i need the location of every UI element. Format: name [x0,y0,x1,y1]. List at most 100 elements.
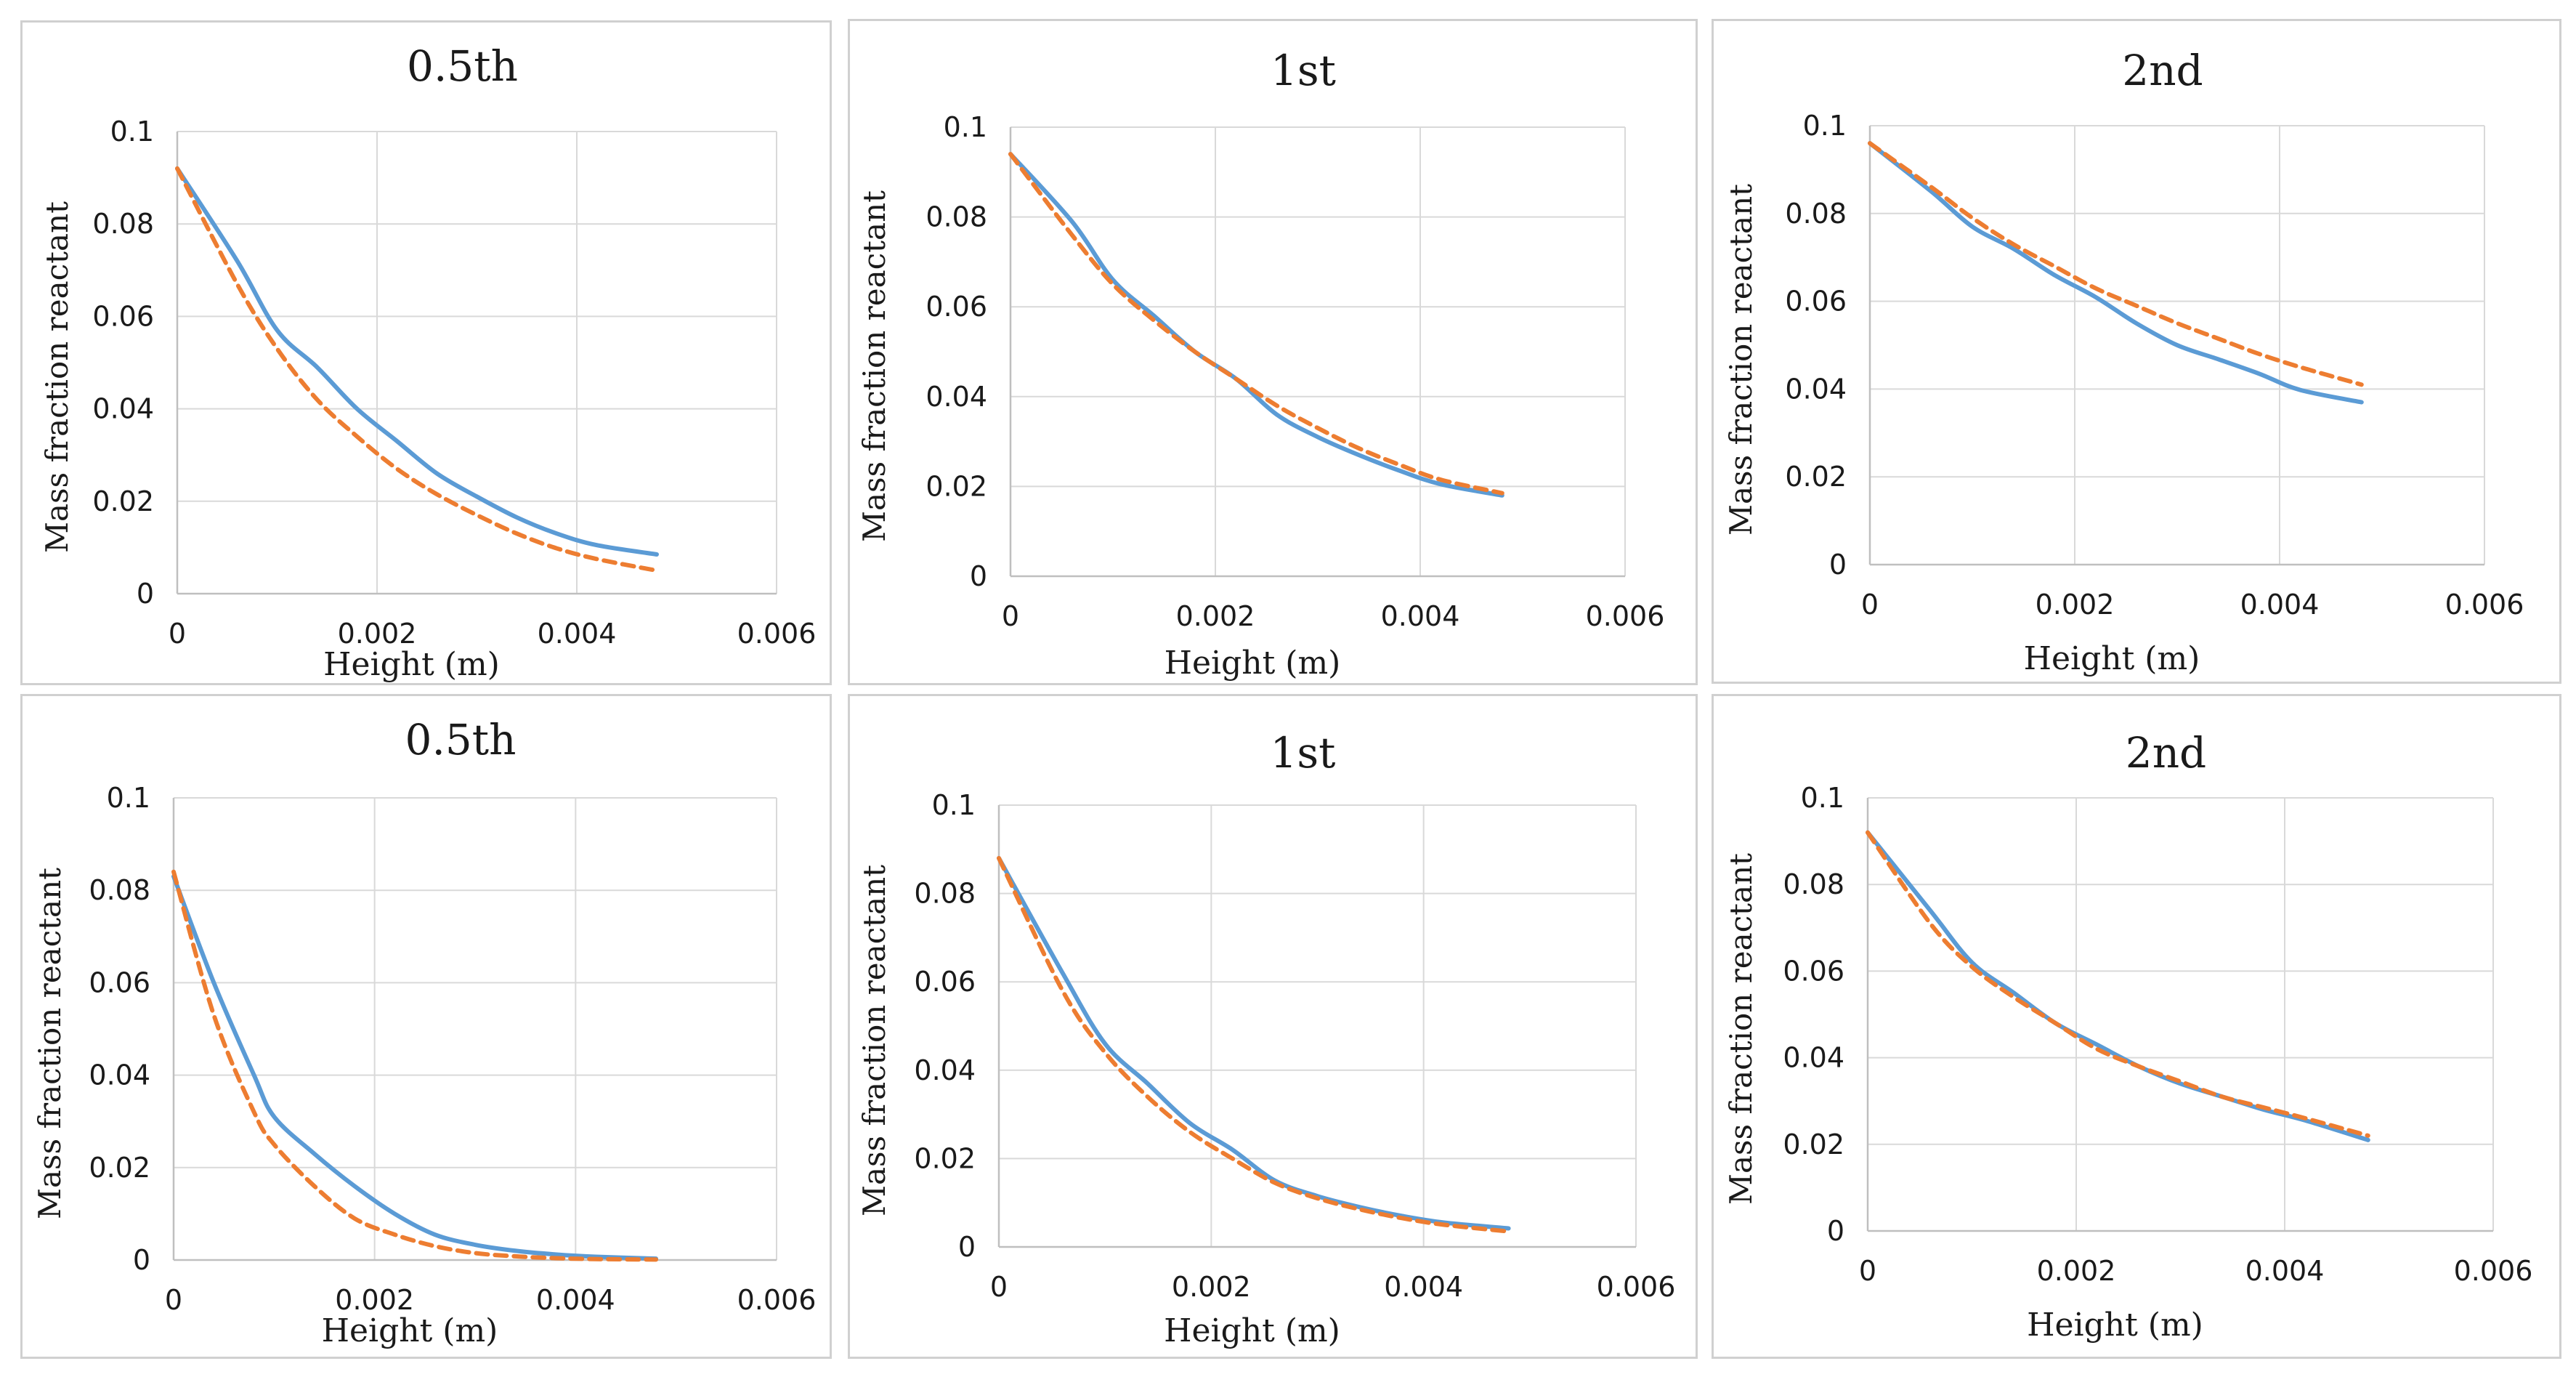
x-tick-label: 0.006 [2445,589,2524,621]
chart-svg: 0 0.02 0.04 0.06 0.08 0.1 0 0.002 0.004 0.006 2nd H… [1723,728,2533,1344]
y-tick-label: 0.1 [932,789,976,821]
chart-svg: 0 0.02 0.04 0.06 0.08 0.1 0 0.002 0.004 0.006 0.5t… [39,41,817,683]
y-tick-label: 0 [137,578,154,610]
x-tick-label: 0.006 [1586,600,1665,632]
chart-panel-2: 0 0.02 0.04 0.06 0.08 0.1 0 0.002 0.004 0.006 1st H… [848,19,1698,685]
x-tick-label: 0 [990,1271,1008,1303]
x-tick-label: 0.004 [2240,589,2320,621]
x-tick-label: 0.004 [2245,1255,2325,1287]
y-tick-label: 0.08 [914,878,976,910]
chart-panel-6: 0 0.02 0.04 0.06 0.08 0.1 0 0.002 0.004 0.006 2nd H… [1712,694,2561,1359]
chart-panel-4: 0 0.02 0.04 0.06 0.08 0.1 0 0.002 0.004 0.006 0.5t… [20,694,832,1359]
x-tick-label: 0 [1861,589,1879,621]
y-tick-label: 0.08 [92,208,154,240]
x-axis-label: Height (m) [1164,1312,1340,1349]
y-tick-label: 0.02 [914,1142,976,1174]
y-axis-label: Mass fraction reactant [39,201,75,553]
y-tick-label: 0.08 [926,201,987,233]
x-axis-label: Height (m) [2024,640,2200,677]
x-tick-label: 0 [1002,600,1019,632]
x-tick-label: 0.002 [335,1284,414,1316]
x-tick-label: 0.004 [538,618,617,650]
grid [173,797,777,1261]
x-tick-label: 0.006 [1597,1271,1676,1303]
chart-title: 1st [1271,46,1336,95]
y-tick-label: 0 [958,1231,976,1263]
series-line-dashed [1868,141,2364,387]
y-tick-label: 0.1 [1803,110,1847,142]
y-tick-label: 0.1 [107,782,150,814]
chart-title: 1st [1271,728,1336,778]
y-tick-label: 0.06 [926,291,987,323]
y-tick-label: 0.06 [914,966,976,998]
y-tick-label: 0.06 [92,300,154,332]
y-tick-label: 0.04 [1785,373,1847,405]
y-tick-label: 0.08 [1783,868,1844,900]
y-tick-label: 0.04 [914,1054,976,1086]
y-tick-label: 0 [133,1244,150,1276]
y-tick-label: 0.02 [926,470,987,502]
y-tick-label: 0.06 [1783,955,1844,987]
chart-svg: 0 0.02 0.04 0.06 0.08 0.1 0 0.002 0.004 0.006 1st H… [856,46,1665,682]
y-tick-label: 0.08 [89,874,150,906]
chart-svg: 0 0.02 0.04 0.06 0.08 0.1 0 0.002 0.004 0.006 2nd H… [1723,46,2524,677]
x-tick-label: 0 [169,618,186,650]
x-axis-label: Height (m) [323,646,500,683]
y-tick-label: 0.04 [92,393,154,425]
x-axis-label: Height (m) [1165,645,1341,682]
series-line-solid [175,166,659,557]
y-tick-label: 0.06 [1785,286,1847,318]
x-tick-label: 0.006 [737,1284,817,1316]
chart-title: 2nd [2122,46,2203,95]
y-tick-label: 0.02 [1783,1128,1844,1160]
chart-svg: 0 0.02 0.04 0.06 0.08 0.1 0 0.002 0.004 0.006 1st H… [856,728,1676,1349]
grid [1867,797,2494,1232]
chart-title: 2nd [2126,728,2206,778]
y-tick-label: 0 [1829,549,1847,581]
x-tick-label: 0.006 [2454,1255,2533,1287]
x-tick-label: 0.004 [536,1284,615,1316]
y-axis-label: Mass fraction reactant [32,868,68,1219]
y-tick-label: 0.02 [89,1152,150,1184]
y-tick-label: 0.1 [1801,782,1844,814]
y-tick-label: 0.04 [1783,1042,1844,1074]
series-line-dashed [175,166,659,573]
y-axis-label: Mass fraction reactant [856,190,892,542]
chart-title: 0.5th [405,715,517,764]
grid [177,131,777,594]
y-tick-label: 0.1 [944,111,987,143]
series-line-solid [1868,141,2364,405]
x-tick-label: 0.004 [1381,600,1460,632]
y-tick-label: 0.1 [110,116,154,148]
x-tick-label: 0 [165,1284,182,1316]
y-axis-label: Mass fraction reactant [1723,184,1759,536]
series-line-dashed [171,869,658,1262]
x-axis-label: Height (m) [2027,1307,2203,1344]
grid [1010,126,1626,577]
y-tick-label: 0.02 [92,485,154,517]
y-tick-label: 0.04 [89,1059,150,1091]
x-axis-label: Height (m) [322,1312,498,1349]
y-tick-label: 0.02 [1785,461,1847,493]
y-tick-label: 0 [1827,1215,1844,1247]
series-line-solid [1008,152,1504,498]
series-line-solid [1866,830,2370,1142]
series-line-solid [171,874,658,1261]
chart-svg: 0 0.02 0.04 0.06 0.08 0.1 0 0.002 0.004 0.006 0.5t… [32,715,817,1349]
chart-panel-5: 0 0.02 0.04 0.06 0.08 0.1 0 0.002 0.004 0.006 1st H… [848,694,1698,1359]
series-line-dashed [997,855,1511,1234]
x-tick-label: 0.002 [1172,1271,1251,1303]
x-tick-label: 0.002 [1176,600,1255,632]
y-tick-label: 0.08 [1785,198,1847,230]
y-tick-label: 0 [970,560,987,592]
y-axis-label: Mass fraction reactant [1723,853,1759,1205]
x-tick-label: 0.006 [737,618,817,650]
y-axis-label: Mass fraction reactant [856,865,892,1216]
x-tick-label: 0.004 [1384,1271,1463,1303]
series-line-dashed [1866,830,2370,1138]
chart-title: 0.5th [407,41,518,91]
y-tick-label: 0.04 [926,381,987,413]
x-tick-label: 0 [1859,1255,1876,1287]
x-tick-label: 0.002 [338,618,417,650]
series-line-dashed [1008,152,1504,496]
